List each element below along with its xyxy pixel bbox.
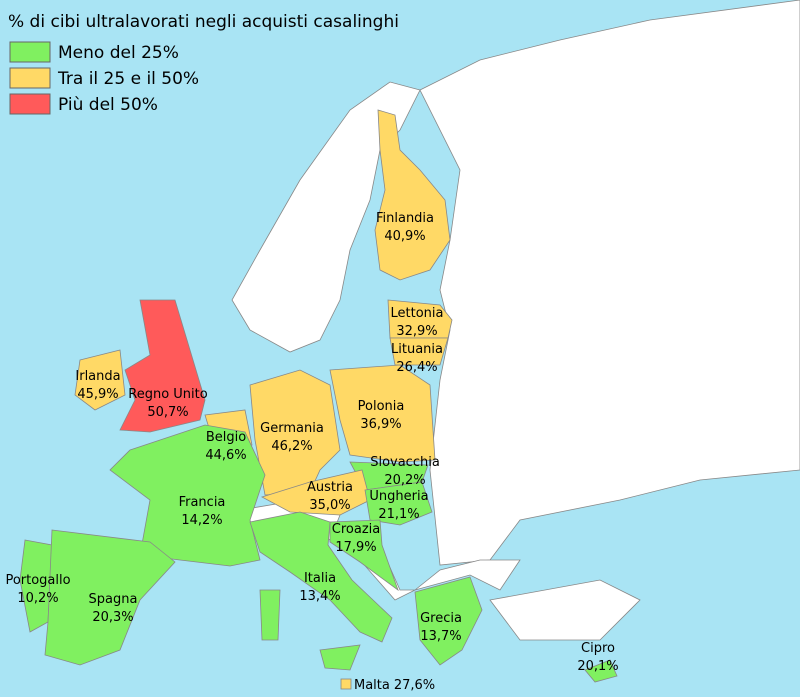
country-value: 27,6% [394, 678, 435, 693]
legend-label: Meno del 25% [58, 43, 179, 63]
country-name: Belgio [206, 430, 246, 445]
country-value: 36,9% [360, 417, 401, 432]
legend-swatch [9, 67, 51, 89]
country-value: 40,9% [384, 229, 425, 244]
legend-label: Tra il 25 e il 50% [57, 69, 199, 89]
country [340, 678, 352, 690]
country-value: 20,3% [92, 610, 133, 625]
country [329, 364, 436, 463]
country-name: Croazia [332, 522, 380, 537]
labels: Finlandia 40,9% Lettonia 32,9% Lituania 26,4%… [5, 211, 618, 693]
land [419, 0, 800, 566]
malta-label: Malta 27,6% [354, 678, 435, 693]
country-name: Regno Unito [128, 387, 207, 402]
country-name: Irlanda [75, 369, 120, 384]
country-name: Polonia [358, 399, 405, 414]
country-value: 10,2% [17, 591, 58, 606]
country [374, 109, 451, 281]
country [414, 576, 483, 666]
country [584, 659, 618, 683]
country-name: Finlandia [376, 211, 434, 226]
country [364, 481, 433, 526]
country-value: 13,4% [299, 589, 340, 604]
country-name: Francia [179, 495, 226, 510]
legend-swatch [9, 41, 51, 63]
country [119, 299, 206, 433]
country-value: 46,2% [271, 439, 312, 454]
legend-swatch [9, 93, 51, 115]
country [109, 424, 266, 567]
land [231, 81, 421, 353]
country-value: 17,9% [335, 540, 376, 555]
country-name: Cipro [581, 641, 615, 656]
country-name: Germania [260, 421, 324, 436]
country-name: Austria [307, 480, 353, 495]
country-value: 44,6% [205, 448, 246, 463]
legend-label: Più del 50% [58, 95, 158, 115]
country-name: Lettonia [391, 306, 444, 321]
country [329, 519, 399, 592]
country [389, 337, 449, 366]
country-value: 21,1% [378, 507, 419, 522]
country [249, 369, 341, 496]
country [19, 539, 53, 633]
country-value: 50,7% [147, 405, 188, 420]
legend: Meno del 25% Tra il 25 e il 50% Più del 50… [9, 41, 199, 115]
country-value: 26,4% [396, 360, 437, 375]
country-name: Ungheria [369, 489, 428, 504]
country-value: 32,9% [396, 324, 437, 339]
country-value: 45,9% [77, 387, 118, 402]
country-name: Grecia [420, 611, 462, 626]
country-name: Portogallo [5, 573, 70, 588]
country [387, 299, 453, 339]
country-value: 14,2% [181, 513, 222, 528]
country-name: Spagna [89, 592, 138, 607]
country-value: 13,7% [420, 629, 461, 644]
country-value: 35,0% [309, 498, 350, 513]
land [489, 579, 641, 641]
country-name: Malta [354, 678, 390, 693]
country [249, 511, 393, 671]
countries [19, 109, 618, 690]
country [44, 529, 176, 666]
country-value: 20,2% [384, 473, 425, 488]
map-title: % di cibi ultralavorati negli acquisti c… [8, 12, 399, 32]
country-name: Italia [304, 571, 336, 586]
country-value: 20,1% [577, 659, 618, 674]
country-name: Slovacchia [370, 455, 440, 470]
country-name: Lituania [391, 342, 443, 357]
country [74, 349, 126, 411]
